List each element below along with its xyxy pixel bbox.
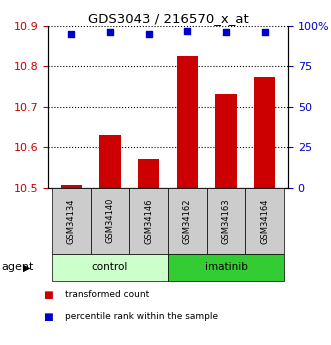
Text: ▶: ▶	[23, 263, 31, 272]
Text: GSM34134: GSM34134	[67, 198, 76, 244]
Point	[262, 30, 267, 35]
Title: GDS3043 / 216570_x_at: GDS3043 / 216570_x_at	[88, 12, 248, 25]
Text: agent: agent	[2, 263, 34, 272]
Point	[146, 31, 151, 37]
Point	[223, 30, 229, 35]
Point	[185, 28, 190, 33]
Point	[69, 31, 74, 37]
Text: GSM34162: GSM34162	[183, 198, 192, 244]
Bar	[215, 93, 237, 188]
Bar	[254, 77, 275, 188]
Bar	[61, 185, 82, 188]
Bar	[99, 135, 120, 188]
Text: control: control	[92, 263, 128, 272]
Bar	[177, 56, 198, 188]
Text: transformed count: transformed count	[65, 290, 149, 299]
Text: imatinib: imatinib	[205, 263, 248, 272]
Text: GSM34146: GSM34146	[144, 198, 153, 244]
Text: GSM34164: GSM34164	[260, 198, 269, 244]
Text: GSM34140: GSM34140	[106, 198, 115, 244]
Point	[107, 30, 113, 35]
Text: GSM34163: GSM34163	[221, 198, 230, 244]
Text: percentile rank within the sample: percentile rank within the sample	[65, 312, 218, 321]
Text: ■: ■	[43, 290, 53, 300]
Bar	[138, 159, 159, 188]
Text: ■: ■	[43, 312, 53, 322]
